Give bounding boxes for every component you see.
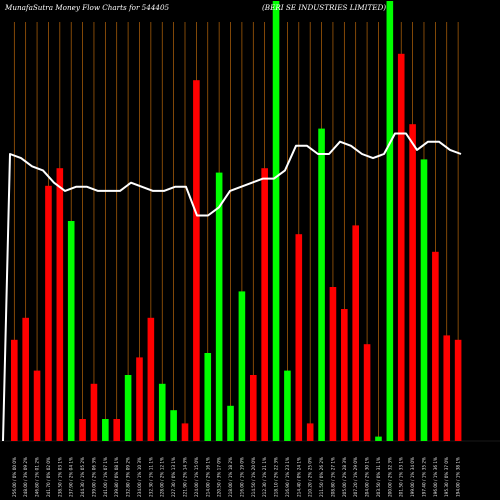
price-line-layer — [2, 132, 462, 442]
money-flow-bar — [363, 344, 371, 441]
money-flow-bar — [45, 185, 52, 441]
money-flow-bar — [341, 309, 348, 441]
money-flow-bar — [67, 221, 75, 441]
money-flow-bar — [420, 159, 428, 441]
money-flow-bar — [261, 168, 268, 441]
x-tick-label: 216.00 / 1% 19 0% — [239, 457, 244, 497]
x-tick-label: 207.20 / 1% 29 0% — [353, 457, 358, 497]
money-flow-bar — [272, 1, 280, 441]
money-flow-bar — [11, 339, 18, 441]
money-flow-bar — [136, 357, 143, 441]
x-tick-label: 195.30 / 0% 37 0% — [444, 457, 449, 497]
money-flow-bar — [238, 291, 246, 441]
x-tick-label: 196.00 / 1% 36 1% — [433, 457, 438, 497]
money-flow-bar — [443, 335, 451, 441]
x-tick-label: 216.90 / 1% 23 1% — [285, 457, 290, 497]
money-flow-bar — [193, 80, 200, 441]
x-tick-label: 232.30 / 1% 11 1% — [148, 457, 153, 497]
x-tick-label: 234.00 / 1% 10 3% — [137, 457, 142, 497]
x-tick-label: 227.30 / 0% 13 1% — [171, 457, 176, 497]
chart-title-left: MunafaSutra Money Flow Charts for 544405 — [4, 3, 170, 12]
x-tick-label: 199.00 / 1% 34 0% — [410, 457, 415, 497]
money-flow-bars — [11, 1, 462, 442]
money-flow-bar — [215, 172, 223, 441]
money-flow-bar — [79, 419, 86, 441]
x-tick-label: 208.80 / 1% 27 1% — [330, 457, 335, 497]
x-tick-label: 244.30 / 1% 05 2% — [80, 457, 85, 497]
x-tick-label: 197.40 / 1% 35 2% — [421, 457, 426, 497]
money-flow-bar — [454, 339, 462, 441]
money-flow-bar — [147, 317, 155, 441]
x-tick-label: 241.70 / 0% 02 0% — [46, 457, 51, 497]
x-tick-label: 214.50 / 1% 20 0% — [251, 457, 256, 497]
money-flow-bar — [375, 436, 382, 441]
money-flow-bar — [249, 375, 257, 441]
money-flow-bar — [329, 287, 337, 441]
x-tick-label: 246.80 / 1% 01 2% — [35, 457, 40, 497]
x-tick-label: 239.80 / 0% 08 1% — [114, 457, 119, 497]
money-flow-bar — [432, 251, 439, 441]
money-flow-bar — [56, 168, 64, 441]
x-tick-label: 256.00 / 0% 00 0% — [12, 457, 17, 497]
money-flow-bar — [90, 383, 98, 441]
money-flow-bar — [22, 317, 29, 441]
x-tick-label: 220.50 / 3% 17 0% — [217, 457, 222, 497]
x-tick-label: 238.50 / 1% 03 1% — [57, 457, 62, 497]
x-tick-label: 210.20 / 2% 25 0% — [308, 457, 313, 497]
x-tick-label: 201.50 / 1% 33 1% — [399, 457, 404, 497]
money-flow-bar — [306, 423, 314, 441]
x-tick-label: 214.00 / 2% 16 1% — [205, 457, 210, 497]
money-flow-bar — [318, 128, 325, 441]
money-flow-bar — [284, 370, 291, 441]
x-tick-label: 200.00 / 2% 32 3% — [387, 457, 392, 497]
money-flow-bar — [409, 124, 416, 441]
x-tick-label: 218.00 / 1% 18 2% — [228, 457, 233, 497]
x-tick-labels: 256.00 / 0% 00 0% 248.00 / 3% 09 2% 246.80… — [12, 457, 461, 497]
x-tick-label: 211.50 / 0% 26 2% — [319, 457, 324, 497]
money-flow-bar — [124, 375, 132, 441]
x-tick-label: 241.00 / 1% 07 1% — [103, 457, 108, 497]
x-tick-label: 221.90 / 2% 14 3% — [183, 457, 188, 497]
x-tick-label: 212.30 / 1% 21 1% — [262, 457, 267, 497]
money-flow-bar — [386, 1, 394, 441]
money-flow-bar — [397, 53, 405, 442]
x-tick-label: 194.00 / 1% 38 1% — [456, 457, 461, 497]
money-flow-bar — [295, 234, 303, 441]
x-tick-label: 214.40 / 0% 24 1% — [296, 457, 301, 497]
x-tick-label: 205.00 / 2% 28 3% — [342, 457, 347, 497]
money-flow-bar — [102, 419, 109, 441]
price-line — [2, 132, 462, 442]
x-tick-label: 203.50 / 0% 31 1% — [376, 457, 381, 497]
money-flow-bar — [352, 225, 359, 441]
x-tick-label: 218.10 / 2% 22 3% — [274, 457, 279, 497]
money-flow-bar — [181, 423, 189, 441]
x-tick-label: 232.80 / 3% 09 2% — [126, 457, 131, 497]
x-tick-label: 204.00 / 2% 30 1% — [365, 457, 370, 497]
x-tick-label: 239.00 / 2% 06 3% — [91, 457, 96, 497]
money-flow-bar — [170, 410, 177, 441]
x-tick-label: 224.00 / 1% 15 0% — [194, 457, 199, 497]
money-flow-bar — [113, 419, 121, 441]
x-tick-label: 248.00 / 3% 09 2% — [23, 457, 28, 497]
x-tick-label: 237.90 / 2% 04 1% — [69, 457, 74, 497]
money-flow-bar — [158, 383, 166, 441]
money-flow-bar — [227, 405, 234, 441]
money-flow-bar — [33, 370, 41, 441]
chart-title-right: (BERI SE INDUSTRIES LIMITED) — [262, 3, 386, 12]
money-flow-bar — [204, 353, 212, 441]
x-tick-label: 228.00 / 2% 12 1% — [160, 457, 165, 497]
